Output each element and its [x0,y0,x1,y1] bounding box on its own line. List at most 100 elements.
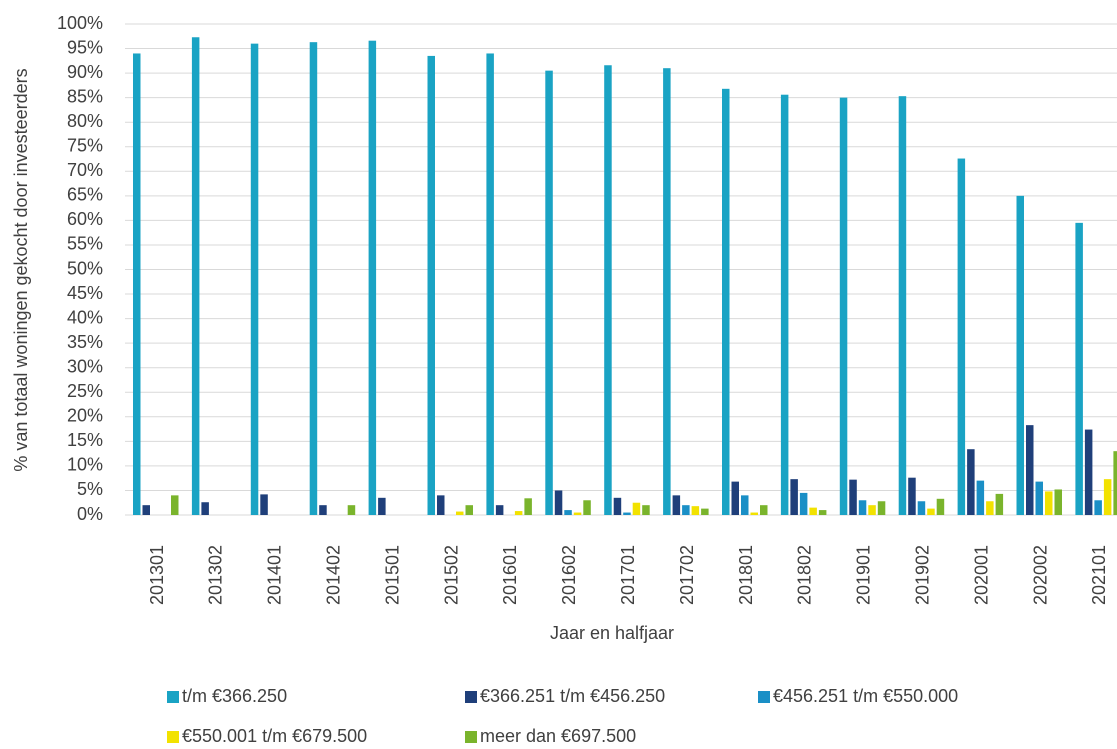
y-tick-label: 100% [57,13,103,33]
legend-swatch [465,691,477,703]
bar [564,510,572,515]
bar [1054,489,1062,515]
bar [524,498,532,515]
bar [957,158,966,515]
bar [849,479,857,515]
bar [722,88,730,515]
legend-label: €550.001 t/m €679.500 [182,726,367,746]
bar [1084,429,1093,515]
bar [613,497,622,515]
y-tick-label: 5% [77,479,103,499]
y-tick-label: 55% [67,234,103,254]
bar [309,42,318,516]
y-tick-label: 35% [67,332,103,352]
bar [378,497,386,515]
y-tick-label: 0% [77,504,103,524]
bar [1103,479,1112,515]
bar [347,505,356,515]
bar [545,70,553,516]
bar [986,501,994,515]
legend-swatch [758,691,770,703]
y-tick-label: 30% [67,356,103,376]
bar [191,37,200,516]
y-tick-label: 10% [67,455,103,475]
x-tick-label: 201601 [500,545,520,605]
bar [760,505,768,515]
bar [642,505,650,515]
bar [573,512,582,515]
x-tick-label: 201602 [559,545,579,605]
bar [731,481,739,515]
x-tick-label: 201801 [736,545,756,605]
x-tick-label: 201901 [854,545,874,605]
bar [368,40,377,515]
x-tick-label: 201902 [912,545,932,605]
bar [809,507,817,515]
bar [898,96,907,515]
bar [839,97,848,516]
x-tick-label: 202001 [971,545,991,605]
bar [319,505,327,515]
bar [682,505,690,515]
y-tick-label: 15% [67,430,103,450]
bar [495,505,504,515]
bar [877,501,886,515]
bar [672,495,681,515]
y-tick-label: 95% [67,37,103,57]
bar [171,495,179,515]
bar [750,512,758,515]
bar [868,505,876,515]
bar [260,494,268,515]
y-tick-label: 80% [67,111,103,131]
bar [250,43,259,515]
y-tick-label: 20% [67,406,103,426]
bar [858,500,867,515]
y-tick-label: 45% [67,283,103,303]
x-tick-label: 201301 [147,545,167,605]
bar [1075,222,1083,516]
y-tick-label: 75% [67,136,103,156]
legend-label: €366.251 t/m €456.250 [480,686,665,706]
bar [437,495,445,515]
bar [632,502,641,515]
bar [790,479,798,515]
x-tick-label: 201401 [265,545,285,605]
bar [142,505,150,515]
bar [427,55,435,515]
bar [465,505,473,515]
bar [818,510,827,515]
bar [1094,500,1102,515]
y-tick-label: 65% [67,185,103,205]
x-tick-label: 201402 [323,545,343,605]
x-tick-label: 201502 [441,545,461,605]
legend-label: meer dan €697.500 [480,726,636,746]
x-tick-label: 201701 [618,545,638,605]
bar [936,498,945,515]
bar [976,480,985,515]
bar [1016,195,1024,515]
bar [691,506,700,515]
bar [456,511,464,515]
y-tick-label: 50% [67,258,103,278]
bar [514,511,523,515]
bar [663,68,671,515]
y-tick-label: 40% [67,307,103,327]
x-tick-label: 201702 [677,545,697,605]
bar [799,492,808,515]
y-tick-label: 60% [67,209,103,229]
y-tick-label: 90% [67,62,103,82]
x-tick-label: 202002 [1030,545,1050,605]
bar [1113,451,1117,515]
y-axis-label: % van totaal woningen gekocht door inves… [11,68,31,471]
bar [741,495,749,515]
x-axis-label: Jaar en halfjaar [550,623,674,643]
bar [1026,425,1034,515]
legend-swatch [167,691,179,703]
y-tick-label: 70% [67,160,103,180]
bar [995,493,1004,515]
bar [583,500,591,515]
legend-swatch [465,731,477,743]
legend-label: t/m €366.250 [182,686,287,706]
x-tick-label: 201302 [206,545,226,605]
bar [133,53,141,516]
